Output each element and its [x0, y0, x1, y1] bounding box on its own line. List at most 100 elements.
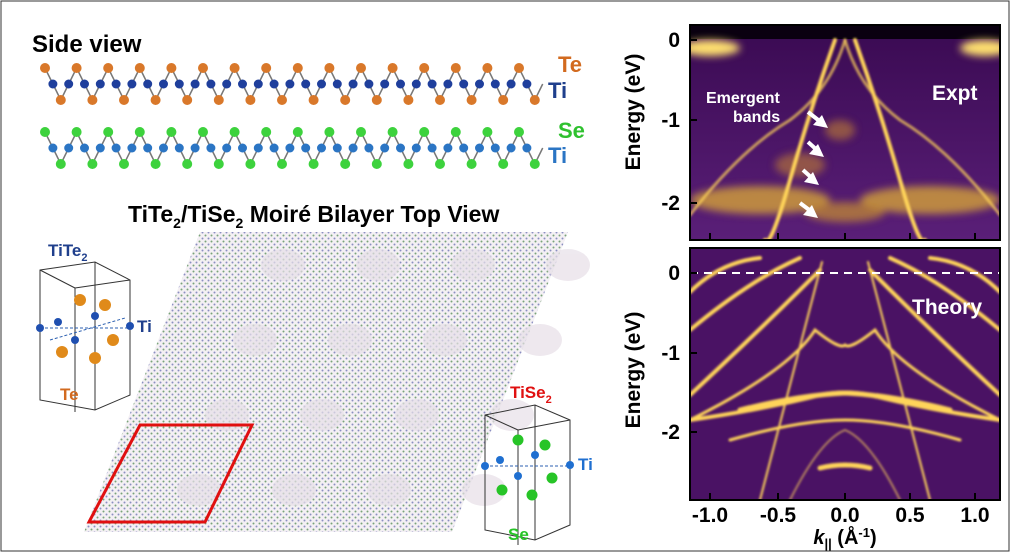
y-tick-label: -1 [661, 109, 680, 132]
atom [96, 144, 105, 153]
side-view-title: Side view [32, 31, 142, 58]
moire-spot [423, 324, 467, 356]
atom [522, 80, 531, 89]
atom [80, 144, 89, 153]
atom [380, 80, 389, 89]
y-axis-label: Energy (eV) [622, 312, 645, 429]
atom [80, 80, 89, 89]
atom [285, 144, 294, 153]
moire-spot [395, 399, 439, 431]
atom [364, 144, 373, 153]
atom [119, 159, 129, 169]
atom [40, 63, 50, 73]
atom [191, 80, 200, 89]
atom-label: Ti [578, 455, 593, 474]
atom [412, 80, 421, 89]
atom [349, 80, 358, 89]
atom [175, 80, 184, 89]
atom [388, 127, 398, 137]
moire-spot [328, 324, 372, 356]
atom [214, 159, 224, 169]
y-tick-label: -2 [661, 192, 680, 215]
atom [475, 80, 484, 89]
x-tick-label: -1.0 [692, 504, 728, 527]
atom [396, 144, 405, 153]
atom [182, 159, 192, 169]
atom [112, 144, 121, 153]
atom [230, 63, 240, 73]
x-tick-label: -0.5 [760, 504, 797, 527]
atom [467, 159, 477, 169]
atom [143, 144, 152, 153]
atom-label: Te [558, 52, 582, 77]
atom [435, 95, 445, 105]
atom [340, 95, 350, 105]
atom [403, 159, 413, 169]
atom [507, 144, 516, 153]
atom-label: Ti [548, 78, 567, 103]
atom [206, 144, 215, 153]
atom [372, 95, 382, 105]
moire-spot [518, 324, 562, 356]
atom [245, 95, 255, 105]
atom [254, 144, 263, 153]
x-tick-label: 1.0 [960, 504, 989, 527]
atom [333, 80, 342, 89]
atom [48, 80, 57, 89]
moire-spot [272, 474, 316, 506]
y-tick-label: -1 [661, 342, 680, 365]
atom [56, 95, 66, 105]
atom-label: Te [60, 385, 79, 404]
atom [324, 63, 334, 73]
moire-spot [490, 399, 534, 431]
atom-label: Se [558, 118, 585, 143]
expt-image [680, 25, 1010, 241]
atom [198, 63, 208, 73]
atom [301, 80, 310, 89]
x-tick-label: 0.0 [830, 504, 859, 527]
moire-spot [261, 249, 305, 281]
atom [380, 144, 389, 153]
atom [166, 63, 176, 73]
atom [127, 80, 136, 89]
atom [491, 144, 500, 153]
atom [530, 95, 540, 105]
x-axis-label: k|| (Å-1) [813, 525, 876, 551]
y-tick-label: 0 [668, 29, 680, 52]
atom [340, 159, 350, 169]
atom [151, 159, 161, 169]
annotation: Emergent [706, 90, 780, 107]
atom [277, 95, 287, 105]
atom [498, 159, 508, 169]
atom [87, 95, 97, 105]
atom [467, 95, 477, 105]
atom [135, 127, 145, 137]
atom [127, 144, 136, 153]
atom [119, 95, 129, 105]
atom [356, 127, 366, 137]
atom [270, 80, 279, 89]
atom [72, 63, 82, 73]
moire-spot [300, 399, 344, 431]
atom [507, 80, 516, 89]
atom [333, 144, 342, 153]
moire-spot [356, 249, 400, 281]
y-tick-label: 0 [668, 262, 680, 285]
atom [419, 63, 429, 73]
atom [364, 80, 373, 89]
atom [87, 159, 97, 169]
atom [356, 63, 366, 73]
atom [214, 95, 224, 105]
atom [428, 80, 437, 89]
atom [40, 127, 50, 137]
y-axis-label: Energy (eV) [622, 54, 645, 171]
moire-spot [546, 249, 590, 281]
atom-label: Se [508, 525, 529, 544]
theory-image [690, 248, 1000, 500]
atom [491, 80, 500, 89]
cell-name: TiTe2 [48, 241, 88, 264]
atom [159, 80, 168, 89]
atom [182, 95, 192, 105]
atom [191, 144, 200, 153]
atom-label: Ti [548, 143, 567, 168]
